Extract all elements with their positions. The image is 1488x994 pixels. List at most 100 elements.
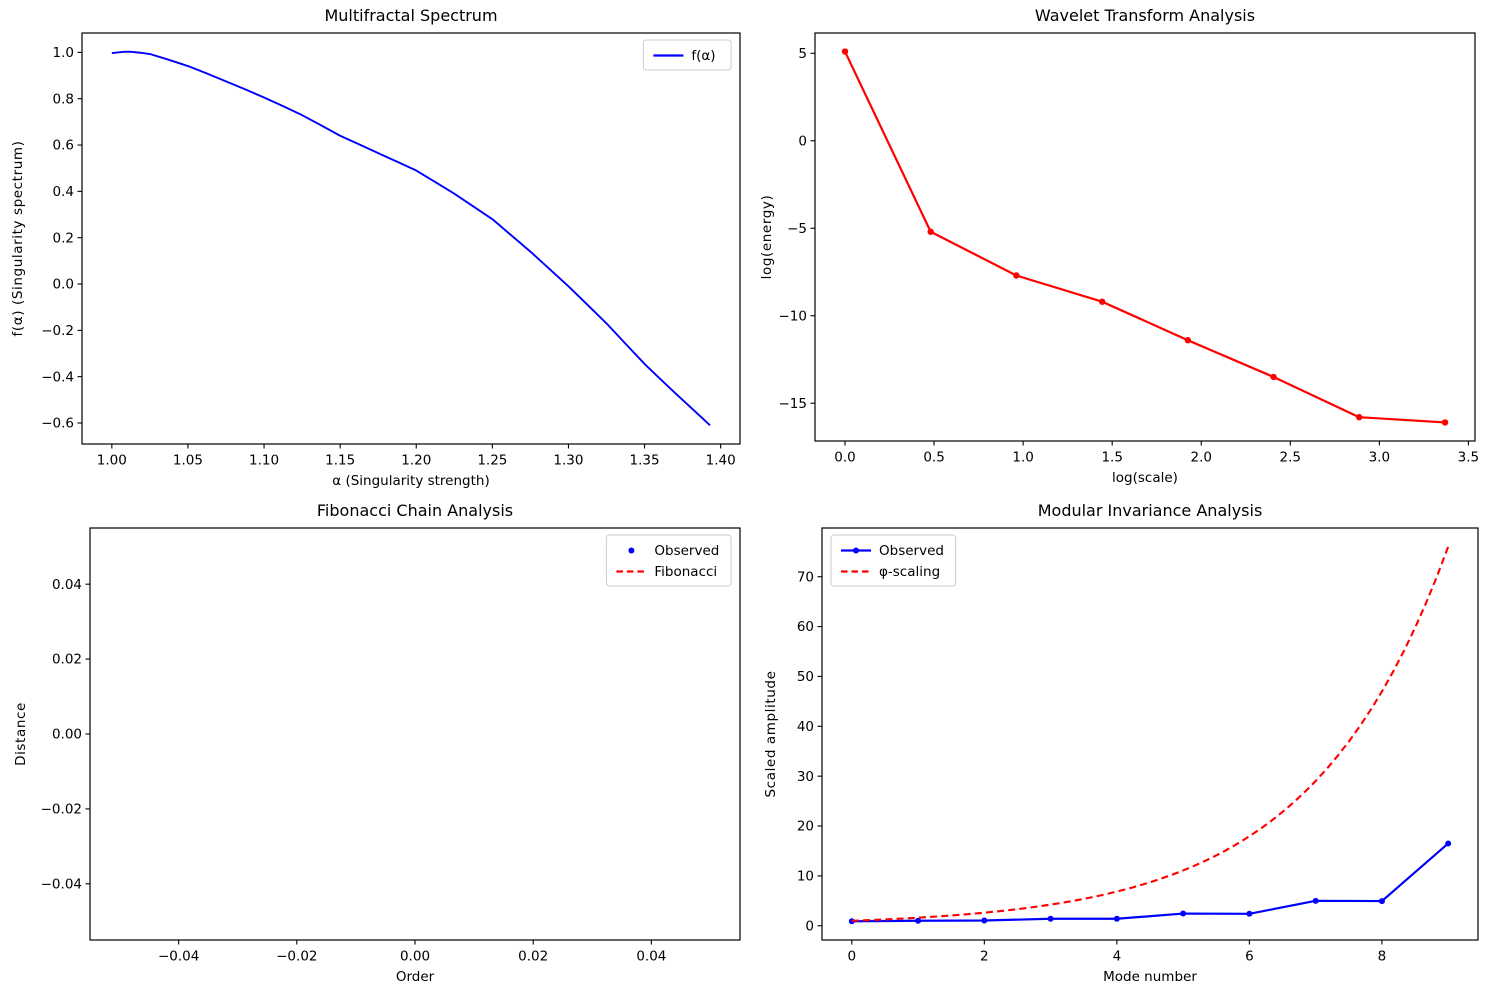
x-axis: 1.00 1.05 1.10 1.15 1.20 1.25 1.30 1.35 1.40 [97, 444, 736, 469]
y-axis: −15 −10 −5 0 5 [779, 46, 815, 412]
y-tick-label: 0.04 [52, 577, 82, 593]
y-tick-label: 0.0 [53, 277, 74, 293]
y-tick-label: 0.8 [53, 91, 74, 107]
x-tick-label: 3.5 [1458, 450, 1479, 466]
x-tick-label: 1.05 [173, 453, 203, 469]
x-tick-label: 1.30 [553, 453, 583, 469]
x-tick-label: 0.00 [400, 949, 430, 965]
x-tick-label: 1.5 [1101, 450, 1122, 466]
chart-fibonacci-chain: −0.04 −0.02 0.00 0.02 0.04 −0.04 −0.02 0.00 0.02… [13, 501, 741, 985]
y-tick-label: −5 [787, 221, 807, 237]
x-axis-label: α (Singularity strength) [332, 473, 490, 489]
legend-box [830, 534, 957, 587]
series-f(α) [111, 50, 711, 427]
data-point [841, 48, 849, 55]
data-point [981, 917, 988, 924]
plot-series [841, 48, 1449, 426]
data-point [1184, 337, 1192, 344]
y-tick-label: −0.2 [41, 323, 74, 339]
legend-sample-dot [853, 547, 859, 554]
plot-title: Wavelet Transform Analysis [1035, 6, 1255, 25]
x-axis-label: log(scale) [1112, 470, 1178, 486]
series-line-f(α) [111, 50, 711, 427]
x-tick-label: 1.10 [249, 453, 279, 469]
legend-sample-dot [628, 547, 635, 554]
plot-title: Modular Invariance Analysis [1038, 501, 1263, 520]
x-tick-label: 0.02 [518, 949, 548, 965]
y-tick-label: −0.4 [41, 369, 74, 385]
data-point [1270, 373, 1277, 381]
series-log-energy [841, 48, 1449, 426]
x-tick-label: 1.00 [97, 453, 127, 469]
y-tick-label: 20 [797, 819, 814, 835]
x-tick-label: 0.0 [834, 450, 855, 466]
chart-multifractal-spectrum: 1.00 1.05 1.10 1.15 1.20 1.25 1.30 1.35 1.40 −0.6… [10, 6, 741, 489]
x-tick-label: −0.02 [276, 949, 317, 965]
y-tick-label: 1.0 [53, 45, 74, 61]
subplot-multifractal-spectrum: 1.00 1.05 1.10 1.15 1.20 1.25 1.30 1.35 1.40 −0.6… [0, 0, 744, 495]
data-point [1356, 414, 1363, 421]
plot-title: Fibonacci Chain Analysis [317, 501, 513, 520]
legend-entry-label: φ-scaling [879, 564, 940, 580]
data-point [1378, 898, 1385, 905]
subplot-modular-invariance: 0 2 4 6 8 0 10 20 30 40 50 60 70 Modular Invariance A… [744, 495, 1488, 990]
y-tick-label: −0.04 [41, 876, 82, 892]
x-tick-label: 2.5 [1280, 450, 1301, 466]
data-point [1441, 419, 1449, 426]
y-axis-label: f(α) (Singularity spectrum) [10, 141, 26, 337]
y-tick-label: 0.2 [53, 230, 74, 246]
legend: f(α) [642, 39, 732, 71]
y-tick-label: 50 [797, 669, 814, 685]
x-tick-label: 2 [980, 949, 989, 965]
x-tick-label: 1.25 [477, 453, 507, 469]
x-tick-label: 1.0 [1012, 450, 1033, 466]
axes-frame [89, 527, 741, 941]
y-tick-label: 5 [798, 46, 807, 62]
x-tick-label: 1.35 [630, 453, 660, 469]
x-axis-label: Mode number [1103, 969, 1197, 985]
legend: Observed φ-scaling [830, 534, 957, 587]
x-tick-label: 1.40 [706, 453, 736, 469]
x-axis: −0.04 −0.02 0.00 0.02 0.04 [158, 940, 666, 965]
x-tick-label: 1.20 [401, 453, 431, 469]
y-tick-label: 0.02 [52, 652, 82, 668]
y-axis-label: Distance [13, 702, 29, 766]
data-point [1013, 272, 1020, 279]
y-tick-label: −10 [779, 308, 808, 324]
x-tick-label: 0 [848, 949, 857, 965]
data-point [1047, 915, 1054, 922]
x-tick-label: 3.0 [1369, 450, 1390, 466]
legend-entry-label: f(α) [691, 48, 715, 64]
y-tick-label: 0 [798, 133, 807, 149]
y-tick-label: −0.6 [41, 416, 74, 432]
plot-title: Multifractal Spectrum [324, 6, 497, 25]
data-point [915, 917, 922, 924]
y-tick-label: 0 [805, 918, 814, 934]
x-axis: 0.0 0.5 1.0 1.5 2.0 2.5 3.0 3.5 [834, 441, 1479, 466]
chart-wavelet-transform: 0.0 0.5 1.0 1.5 2.0 2.5 3.0 3.5 −15 −10 −5 0 5 Wavele… [759, 6, 1479, 486]
axes-frame [821, 527, 1479, 941]
y-axis-label: log(energy) [759, 195, 775, 280]
y-tick-label: −0.02 [41, 802, 82, 818]
y-tick-label: −15 [779, 396, 808, 412]
legend-box [642, 39, 732, 71]
data-point [1312, 897, 1319, 904]
legend-entry-label: Fibonacci [654, 564, 717, 580]
data-point [1246, 910, 1253, 917]
x-tick-label: 8 [1378, 949, 1387, 965]
legend-entry-label: Observed [879, 543, 944, 559]
series-line-φ-scaling [851, 546, 1450, 922]
legend-entry-label: Observed [654, 543, 719, 559]
axes-frame [814, 32, 1476, 442]
y-tick-label: 60 [797, 619, 814, 635]
y-axis-label: Scaled amplitude [763, 671, 779, 798]
series-line-Observed [851, 842, 1449, 923]
y-tick-label: 40 [797, 719, 814, 735]
data-point [1113, 915, 1120, 922]
y-tick-label: 30 [797, 769, 814, 785]
y-axis: −0.04 −0.02 0.00 0.02 0.04 [41, 577, 90, 892]
chart-modular-invariance: 0 2 4 6 8 0 10 20 30 40 50 60 70 Modular Invariance A… [763, 501, 1479, 985]
x-tick-label: −0.04 [158, 949, 199, 965]
series-φ-scaling [851, 546, 1450, 922]
